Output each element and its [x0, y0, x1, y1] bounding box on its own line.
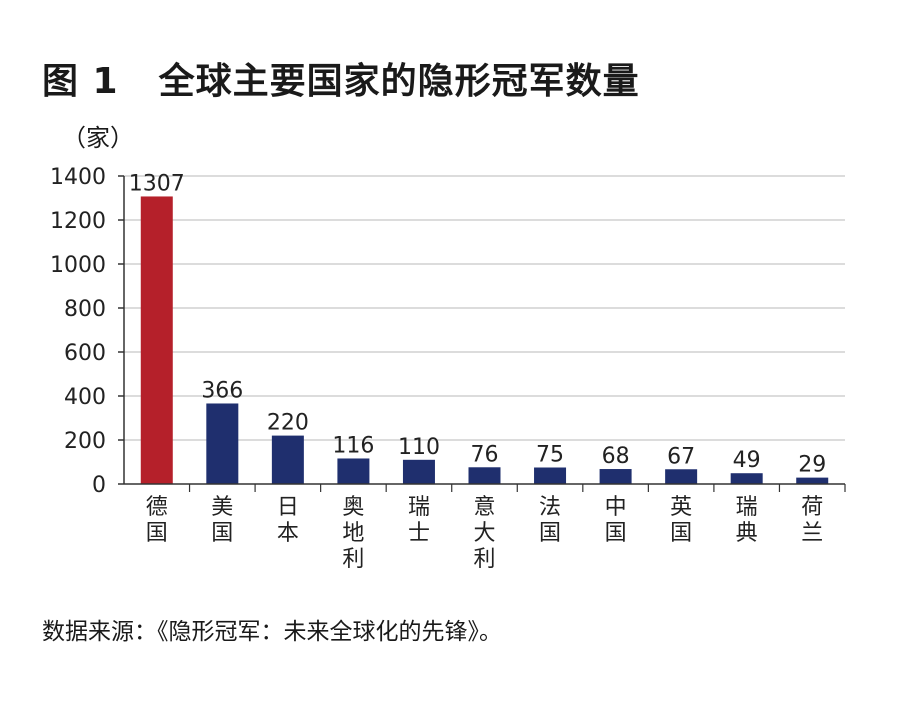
x-category-label: 意大利 [473, 495, 495, 572]
bar [206, 403, 239, 484]
x-category-label: 德国 [146, 495, 168, 546]
x-category-label: 荷兰 [801, 495, 823, 546]
y-axis: 0 200 400 600 800 1000 1200 1400 [50, 165, 125, 498]
y-tick-label: 400 [64, 385, 106, 410]
x-category-label: 美国 [211, 495, 233, 546]
bar [796, 477, 829, 484]
data-label: 67 [667, 444, 695, 469]
bar [402, 459, 435, 484]
data-label: 68 [602, 444, 630, 469]
bar [534, 467, 567, 484]
y-tick-label: 1200 [50, 209, 106, 234]
bars [140, 196, 829, 484]
data-label: 116 [332, 433, 374, 458]
bar [730, 473, 763, 484]
bar [665, 469, 698, 484]
y-tick-label: 600 [64, 341, 106, 366]
data-label: 75 [536, 443, 564, 468]
y-tick-label: 0 [92, 473, 106, 498]
data-label: 29 [798, 453, 826, 478]
bar [337, 458, 370, 484]
x-category-label: 法国 [539, 495, 561, 546]
x-category-label: 日本 [277, 495, 299, 546]
y-axis-unit-label: （家） [62, 124, 134, 152]
bar [140, 196, 173, 484]
x-category-label: 中国 [605, 495, 627, 546]
x-category-label: 奥地利 [342, 495, 364, 572]
bar [271, 435, 304, 484]
y-tick-label: 1000 [50, 253, 106, 278]
y-tick-label: 1400 [50, 165, 106, 190]
data-label: 76 [471, 442, 499, 467]
figure-title: 图 1 全球主要国家的隐形冠军数量 [42, 52, 640, 104]
y-tick-label: 200 [64, 429, 106, 454]
figure-number: 图 1 [42, 61, 119, 102]
data-label: 49 [733, 448, 761, 473]
x-category-label: 瑞典 [736, 495, 758, 546]
data-labels: 1307 366 220 116 110 76 75 68 67 49 29 [129, 171, 826, 477]
bar [599, 469, 632, 484]
gridlines [124, 175, 845, 441]
x-category-label: 瑞士 [408, 495, 430, 546]
data-label: 1307 [129, 171, 185, 196]
figure-title-text: 全球主要国家的隐形冠军数量 [158, 61, 640, 102]
bar [468, 467, 501, 484]
data-label: 366 [201, 378, 243, 403]
data-label: 110 [398, 435, 440, 460]
y-tick-label: 800 [64, 297, 106, 322]
data-label: 220 [267, 411, 309, 436]
data-source-note: 数据来源：《隐形冠军：未来全球化的先锋》。 [42, 619, 502, 645]
x-category-label: 英国 [670, 495, 692, 546]
